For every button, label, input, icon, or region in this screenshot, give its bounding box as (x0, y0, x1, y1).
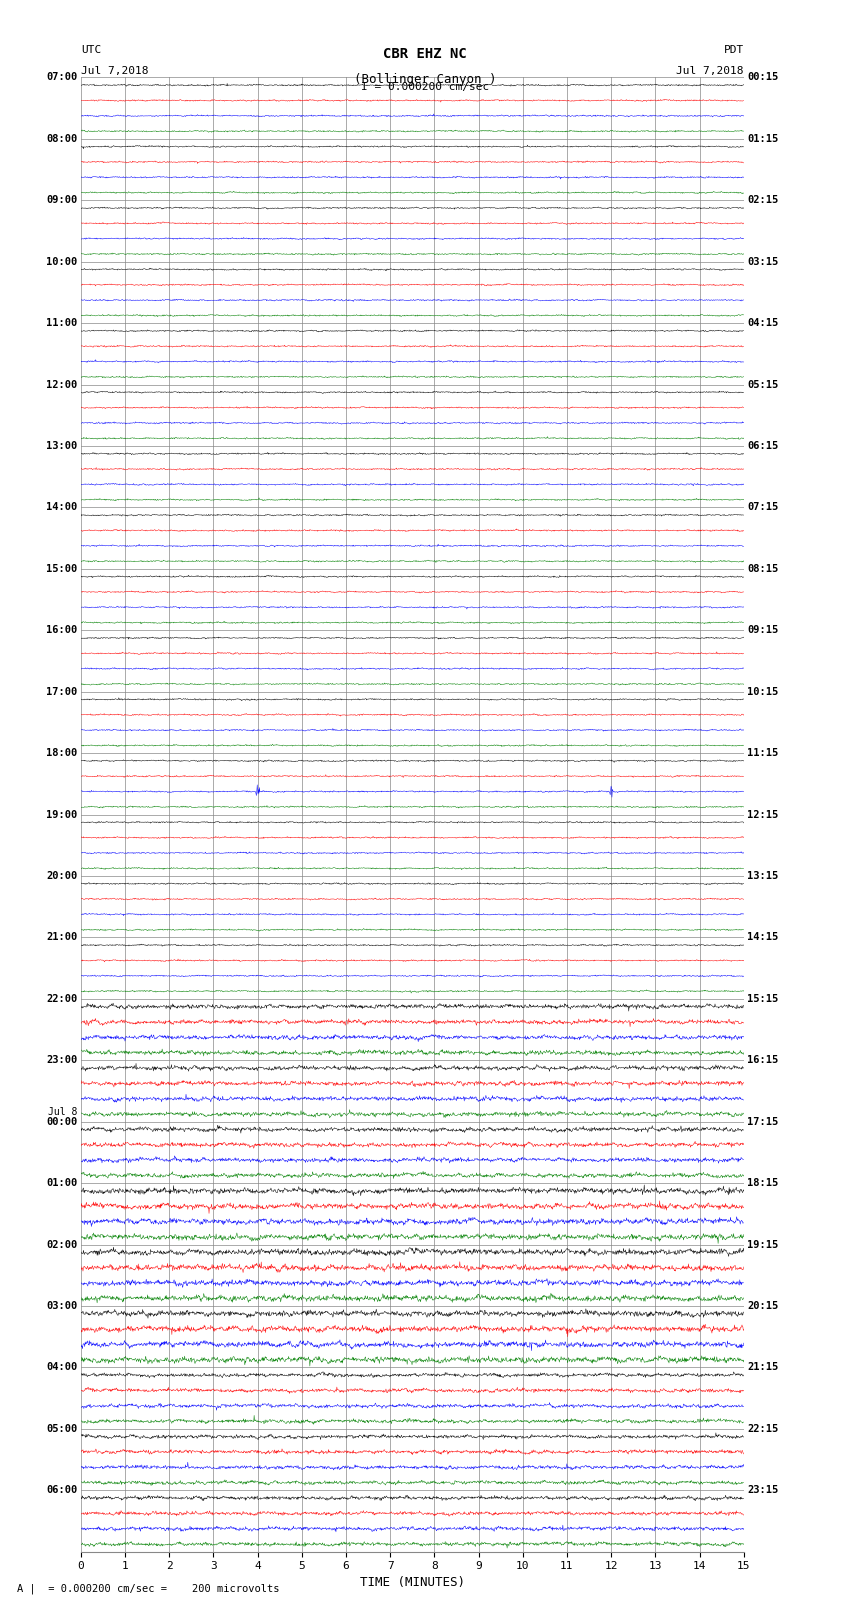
Text: Jul 8: Jul 8 (48, 1107, 77, 1118)
Text: 13:15: 13:15 (747, 871, 779, 881)
Text: 09:15: 09:15 (747, 626, 779, 636)
Text: 16:15: 16:15 (747, 1055, 779, 1065)
Text: 07:15: 07:15 (747, 502, 779, 513)
Text: UTC: UTC (81, 45, 101, 55)
Text: 10:15: 10:15 (747, 687, 779, 697)
Text: 21:15: 21:15 (747, 1363, 779, 1373)
Text: 17:15: 17:15 (747, 1116, 779, 1127)
Text: 01:00: 01:00 (46, 1177, 77, 1189)
Text: 10:00: 10:00 (46, 256, 77, 266)
Text: 00:00: 00:00 (46, 1116, 77, 1127)
Text: 15:15: 15:15 (747, 994, 779, 1003)
Text: (Bollinger Canyon ): (Bollinger Canyon ) (354, 73, 496, 85)
Text: 02:00: 02:00 (46, 1239, 77, 1250)
Text: 05:00: 05:00 (46, 1424, 77, 1434)
Text: 15:00: 15:00 (46, 565, 77, 574)
Text: 20:15: 20:15 (747, 1302, 779, 1311)
Text: 03:00: 03:00 (46, 1302, 77, 1311)
Text: 17:00: 17:00 (46, 687, 77, 697)
Text: PDT: PDT (723, 45, 744, 55)
Text: 23:15: 23:15 (747, 1486, 779, 1495)
Text: 06:15: 06:15 (747, 440, 779, 452)
Text: 04:00: 04:00 (46, 1363, 77, 1373)
Text: 16:00: 16:00 (46, 626, 77, 636)
Text: 12:00: 12:00 (46, 379, 77, 390)
Text: Jul 7,2018: Jul 7,2018 (81, 66, 148, 76)
Text: 13:00: 13:00 (46, 440, 77, 452)
Text: 18:15: 18:15 (747, 1177, 779, 1189)
Text: I = 0.000200 cm/sec: I = 0.000200 cm/sec (361, 82, 489, 92)
Text: 06:00: 06:00 (46, 1486, 77, 1495)
Text: 14:00: 14:00 (46, 502, 77, 513)
Text: 03:15: 03:15 (747, 256, 779, 266)
Text: Jul 7,2018: Jul 7,2018 (677, 66, 744, 76)
Text: 23:00: 23:00 (46, 1055, 77, 1065)
Text: 11:00: 11:00 (46, 318, 77, 327)
Text: 09:00: 09:00 (46, 195, 77, 205)
Text: 02:15: 02:15 (747, 195, 779, 205)
Text: 20:00: 20:00 (46, 871, 77, 881)
Text: 11:15: 11:15 (747, 748, 779, 758)
Text: 07:00: 07:00 (46, 73, 77, 82)
Text: 00:15: 00:15 (747, 73, 779, 82)
Text: 08:00: 08:00 (46, 134, 77, 144)
Text: 19:00: 19:00 (46, 810, 77, 819)
Text: 21:00: 21:00 (46, 932, 77, 942)
X-axis label: TIME (MINUTES): TIME (MINUTES) (360, 1576, 465, 1589)
Text: A |  = 0.000200 cm/sec =    200 microvolts: A | = 0.000200 cm/sec = 200 microvolts (17, 1582, 280, 1594)
Text: 22:00: 22:00 (46, 994, 77, 1003)
Text: 18:00: 18:00 (46, 748, 77, 758)
Text: 08:15: 08:15 (747, 565, 779, 574)
Text: CBR EHZ NC: CBR EHZ NC (383, 47, 467, 61)
Text: 12:15: 12:15 (747, 810, 779, 819)
Text: 22:15: 22:15 (747, 1424, 779, 1434)
Text: 05:15: 05:15 (747, 379, 779, 390)
Text: 19:15: 19:15 (747, 1239, 779, 1250)
Text: 01:15: 01:15 (747, 134, 779, 144)
Text: 14:15: 14:15 (747, 932, 779, 942)
Text: 04:15: 04:15 (747, 318, 779, 327)
